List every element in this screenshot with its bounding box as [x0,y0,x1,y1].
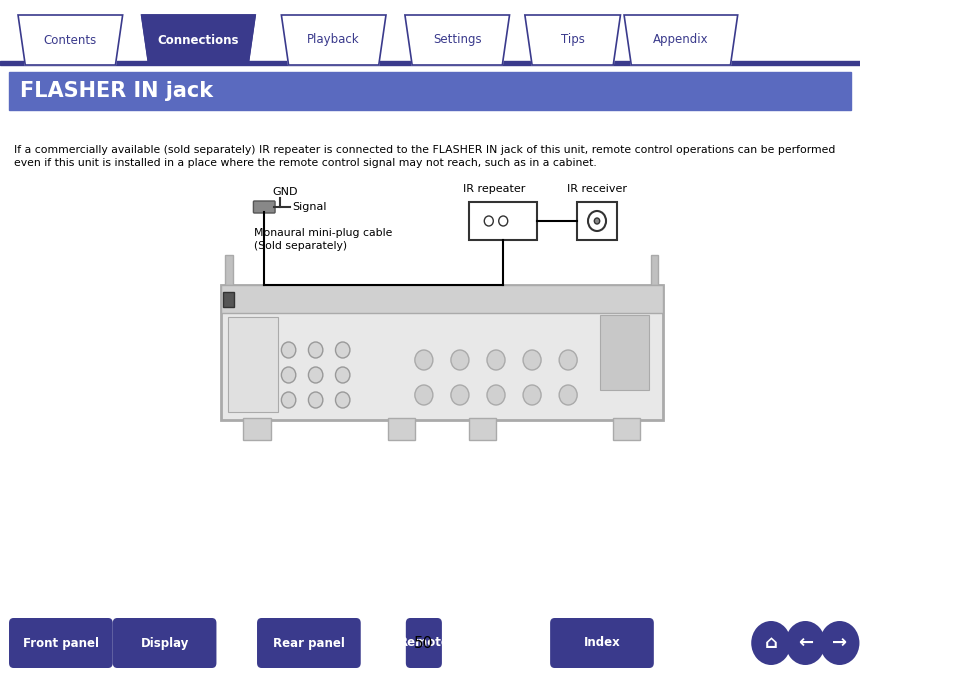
Circle shape [522,350,540,370]
Bar [222,292,233,307]
Text: GND: GND [272,187,297,197]
Text: Signal: Signal [292,202,326,212]
Circle shape [750,621,790,665]
Bar [0,61,860,65]
Polygon shape [524,15,619,65]
Text: Remote: Remote [398,637,449,649]
Bar [9,72,850,110]
Circle shape [308,392,322,408]
Bar [243,418,271,440]
Text: If a commercially available (sold separately) IR repeater is connected to the FL: If a commercially available (sold separa… [13,145,834,155]
Circle shape [522,385,540,405]
Bar [225,255,233,285]
Text: 50: 50 [414,635,433,651]
FancyBboxPatch shape [469,202,536,240]
FancyBboxPatch shape [550,618,653,668]
Circle shape [335,367,350,383]
Circle shape [281,392,295,408]
Polygon shape [141,15,255,65]
Circle shape [415,385,433,405]
Bar [469,418,496,440]
Circle shape [415,350,433,370]
Text: Monaural mini-plug cable
(Sold separately): Monaural mini-plug cable (Sold separatel… [254,228,393,251]
Text: ⌂: ⌂ [763,634,777,652]
Circle shape [451,350,469,370]
Text: Index: Index [583,637,619,649]
Text: Playback: Playback [307,34,359,46]
Text: Front panel: Front panel [23,637,99,649]
Circle shape [486,350,504,370]
Text: IR receiver: IR receiver [566,184,626,194]
FancyBboxPatch shape [256,618,360,668]
Bar [599,315,649,390]
Text: Contents: Contents [44,34,97,46]
Circle shape [486,385,504,405]
Bar [228,317,277,412]
Circle shape [784,621,824,665]
Polygon shape [404,15,509,65]
Circle shape [558,385,577,405]
FancyBboxPatch shape [405,618,441,668]
Text: FLASHER IN jack: FLASHER IN jack [20,81,213,101]
Bar [651,255,658,285]
Text: IR repeater: IR repeater [462,184,524,194]
FancyBboxPatch shape [577,202,617,240]
Text: Tips: Tips [560,34,584,46]
Circle shape [594,218,599,224]
Bar [221,285,662,313]
FancyBboxPatch shape [112,618,216,668]
Bar [387,418,415,440]
Polygon shape [623,15,737,65]
Text: ←: ← [797,634,812,652]
FancyBboxPatch shape [253,201,274,213]
Text: Settings: Settings [433,34,481,46]
Circle shape [281,367,295,383]
Circle shape [335,392,350,408]
Text: Appendix: Appendix [653,34,708,46]
Text: Connections: Connections [157,34,239,46]
Text: →: → [831,634,846,652]
Circle shape [558,350,577,370]
Circle shape [308,367,322,383]
Circle shape [451,385,469,405]
Circle shape [281,342,295,358]
Polygon shape [281,15,386,65]
FancyBboxPatch shape [221,285,662,420]
Circle shape [308,342,322,358]
Circle shape [819,621,859,665]
Circle shape [335,342,350,358]
Text: even if this unit is installed in a place where the remote control signal may no: even if this unit is installed in a plac… [13,158,596,168]
Polygon shape [18,15,123,65]
Text: Rear panel: Rear panel [273,637,344,649]
FancyBboxPatch shape [9,618,112,668]
Text: Display: Display [140,637,189,649]
Bar [613,418,639,440]
